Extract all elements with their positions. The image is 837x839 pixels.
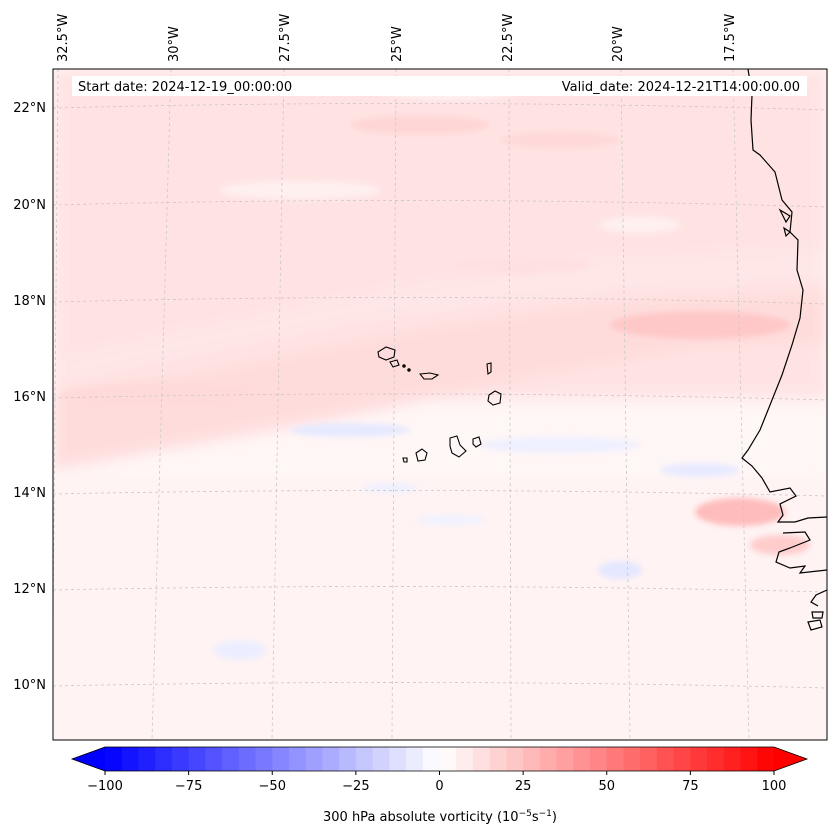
colorbar-cell (489, 747, 507, 771)
colorbar-cell (723, 747, 742, 771)
colorbar-cell (707, 747, 725, 771)
colorbar-tick-label: 0 (435, 779, 443, 794)
island-maio (472, 436, 482, 448)
lat-label-20N: 20°N (13, 198, 46, 213)
start-date-label: Start date: 2024-12-19_00:00:00 (78, 80, 292, 95)
colorbar-tick-label: 50 (598, 779, 615, 794)
lon-label-32.5W: 32.5°W (56, 14, 71, 62)
coastline (741, 69, 827, 631)
valid-date-label: Valid_date: 2024-12-21T14:00:00.00 (562, 80, 800, 95)
colorbar-extend-min (72, 747, 105, 771)
latitude-labels: 22°N 20°N 18°N 16°N 14°N 12°N 10°N (13, 101, 46, 693)
colorbar-cell (205, 747, 223, 771)
colorbar-cells (105, 747, 775, 771)
colorbar-cell (372, 747, 390, 771)
colorbar-cell (472, 747, 491, 771)
colorbar-cell (456, 747, 474, 771)
island-santo-antao (377, 346, 396, 361)
colorbar-tick-label: −75 (175, 779, 202, 794)
colorbar: −100 −75 −50 −25 0 25 50 75 100 300 hPa absolute… (70, 746, 809, 825)
colorbar-cell (305, 747, 323, 771)
colorbar-cell (188, 747, 206, 771)
colorbar-cell (222, 747, 240, 771)
lat-label-16N: 16°N (13, 390, 46, 405)
colorbar-cell (105, 747, 123, 771)
lat-label-18N: 18°N (13, 294, 46, 309)
colorbar-cell (523, 747, 541, 771)
lat-label-12N: 12°N (13, 582, 46, 597)
colorbar-cell (606, 747, 624, 771)
map-frame (52, 68, 828, 741)
lat-label-14N: 14°N (13, 486, 46, 501)
island-santiago (449, 435, 467, 458)
date-banner: Start date: 2024-12-19_00:00:00 Valid_da… (72, 76, 807, 96)
map-panel (53, 69, 827, 740)
colorbar-cell (339, 747, 357, 771)
colorbar-cell (757, 747, 775, 771)
colorbar-cell (406, 747, 424, 771)
cape-verde-islands (377, 346, 502, 463)
colorbar-cell (155, 747, 173, 771)
colorbar-cell (389, 747, 407, 771)
colorbar-cell (272, 747, 290, 771)
colorbar-cell (673, 747, 691, 771)
island-sao-vicente (389, 359, 400, 368)
colorbar-label: 300 hPa absolute vorticity (10−5s−1) (323, 809, 557, 825)
colorbar-tick-label: 25 (515, 779, 532, 794)
colorbar-cell (623, 747, 641, 771)
colorbar-tick-label: 100 (762, 779, 787, 794)
colorbar-cell (138, 747, 156, 771)
colorbar-tick-label: −50 (259, 779, 286, 794)
colorbar-cell (422, 747, 440, 771)
lon-label-25W: 25°W (390, 26, 405, 62)
gridlines (53, 69, 827, 740)
colorbar-cell (355, 747, 374, 771)
island-sal (486, 362, 492, 375)
lon-label-27.5W: 27.5°W (278, 14, 293, 62)
colorbar-cell (255, 747, 273, 771)
colorbar-extend-max (774, 747, 807, 771)
lon-label-22.5W: 22.5°W (501, 14, 516, 62)
colorbar-cell (640, 747, 658, 771)
colorbar-cell (556, 747, 574, 771)
lon-label-30W: 30°W (167, 26, 182, 62)
island-sao-nicolau (418, 372, 440, 380)
colorbar-cell (439, 747, 457, 771)
colorbar-tick-label: −25 (342, 779, 369, 794)
lat-label-10N: 10°N (13, 678, 46, 693)
colorbar-cell (288, 747, 307, 771)
colorbar-cell (590, 747, 608, 771)
lon-label-20W: 20°W (611, 26, 626, 62)
colorbar-cell (573, 747, 591, 771)
colorbar-cell (656, 747, 675, 771)
colorbar-ticks: −100 −75 −50 −25 0 25 50 75 100 (87, 771, 786, 794)
island-fogo (415, 448, 428, 462)
colorbar-cell (506, 747, 524, 771)
africa-coastline (741, 69, 827, 523)
colorbar-cell (539, 747, 558, 771)
colorbar-cell (121, 747, 139, 771)
lon-label-17.5W: 17.5°W (723, 14, 738, 62)
colorbar-cell (171, 747, 190, 771)
colorbar-cell (322, 747, 340, 771)
colorbar-tick-label: −100 (87, 779, 123, 794)
colorbar-cell (238, 747, 257, 771)
colorbar-tick-label: 75 (682, 779, 699, 794)
longitude-labels: 32.5°W 30°W 27.5°W 25°W 22.5°W 20°W 17.5… (56, 14, 738, 62)
island-brava (402, 457, 408, 463)
lat-label-22N: 22°N (13, 101, 46, 116)
island-boa-vista (487, 390, 502, 406)
colorbar-cell (690, 747, 708, 771)
colorbar-cell (740, 747, 758, 771)
